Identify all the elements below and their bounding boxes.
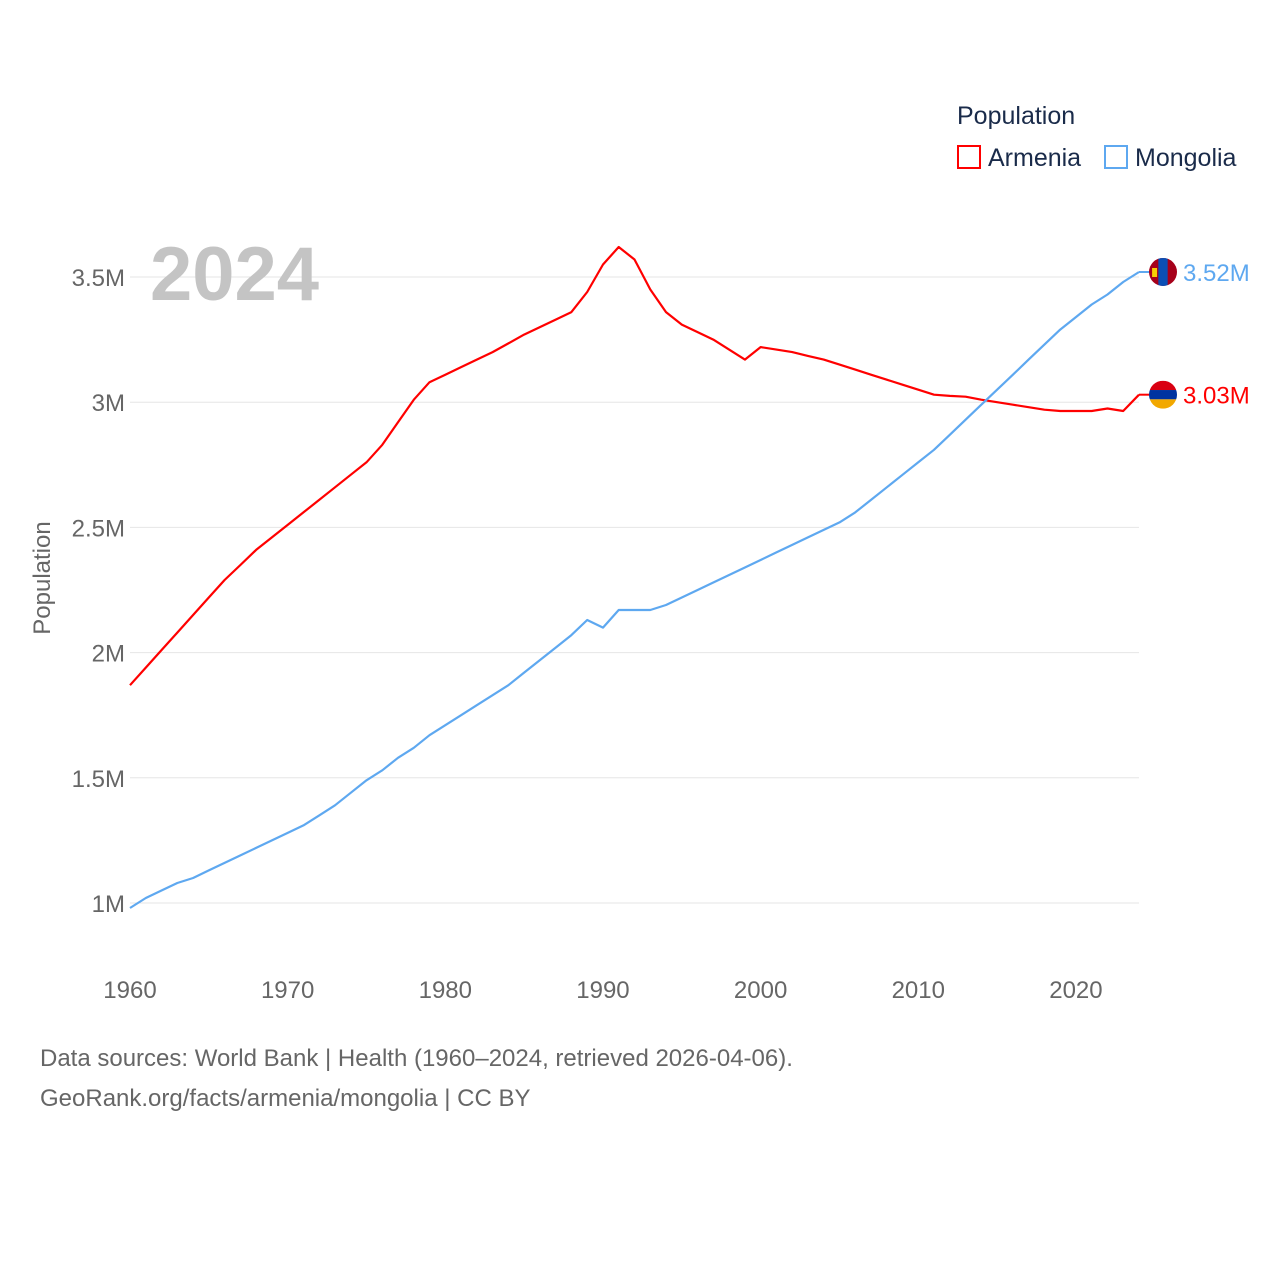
series-line-armenia	[129, 245, 1140, 686]
mongolia-flag-icon	[1149, 257, 1177, 286]
legend-title: Population	[957, 102, 1075, 130]
x-axis: 1960 1970 1980 1990 2000 2010 2020	[103, 977, 1102, 1004]
y-tick-label: 3M	[92, 390, 125, 417]
grid	[130, 276, 1139, 904]
legend: Population Armenia Mongolia	[957, 102, 1237, 172]
series-end-labels: 3.03M 3.52M	[1139, 257, 1250, 410]
x-tick-label: 1970	[261, 977, 314, 1004]
y-axis-label: Population	[29, 521, 56, 634]
soyombo-symbol	[1152, 267, 1158, 277]
series-line-mongolia	[129, 271, 1140, 909]
flag-stripe-red	[1149, 380, 1177, 391]
legend-swatch-mongolia[interactable]	[1104, 145, 1128, 169]
footer-attribution[interactable]: GeoRank.org/facts/armenia/mongolia | CC …	[40, 1085, 531, 1112]
legend-swatch-armenia[interactable]	[957, 145, 981, 169]
year-label: 2024	[150, 232, 319, 317]
legend-label-armenia[interactable]: Armenia	[988, 144, 1081, 172]
end-value-label: 3.52M	[1183, 260, 1250, 287]
footer-sources: Data sources: World Bank | Health (1960–…	[40, 1045, 793, 1072]
x-tick-label: 2000	[734, 977, 787, 1004]
x-tick-label: 1980	[419, 977, 472, 1004]
x-tick-label: 1990	[576, 977, 629, 1004]
x-tick-label: 2020	[1049, 977, 1102, 1004]
armenia-flag-icon	[1149, 380, 1177, 409]
flag-stripe-orange	[1149, 399, 1177, 409]
y-tick-label: 2.5M	[72, 515, 125, 542]
end-value-label: 3.03M	[1183, 383, 1250, 410]
flag-stripe-blue	[1158, 257, 1168, 286]
series-lines	[129, 245, 1140, 909]
y-axis: 1M 1.5M 2M 2.5M 3M 3.5M	[72, 265, 125, 918]
x-tick-label: 1960	[103, 977, 156, 1004]
legend-label-mongolia[interactable]: Mongolia	[1135, 144, 1237, 172]
flag-stripe-blue	[1149, 390, 1177, 400]
y-tick-label: 3.5M	[72, 265, 125, 292]
y-tick-label: 2M	[92, 641, 125, 668]
x-tick-label: 2010	[892, 977, 945, 1004]
y-tick-label: 1.5M	[72, 766, 125, 793]
y-tick-label: 1M	[92, 891, 125, 918]
